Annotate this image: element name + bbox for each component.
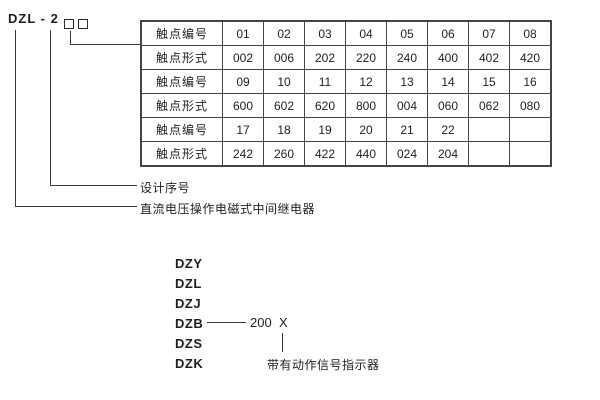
table-cell: 602 bbox=[263, 93, 305, 118]
table-cell: 202 bbox=[304, 45, 346, 70]
table-cell: 440 bbox=[345, 141, 387, 167]
indicator-note-label: 带有动作信号指示器 bbox=[267, 358, 380, 372]
table-cell: 620 bbox=[304, 93, 346, 118]
leader-line-contact-horizontal bbox=[70, 44, 140, 45]
table-cell: 16 bbox=[509, 69, 552, 94]
leader-line-relay-vertical bbox=[15, 30, 16, 207]
table-cell: 004 bbox=[386, 93, 428, 118]
leader-line-design-vertical bbox=[50, 30, 51, 186]
model-digit-box bbox=[64, 19, 74, 29]
series-item-dzs: DZS bbox=[175, 336, 203, 351]
table-cell: 400 bbox=[427, 45, 469, 70]
model-digit-boxes bbox=[64, 19, 88, 29]
table-cell: 18 bbox=[263, 117, 305, 142]
model-code-text: DZL - 2 bbox=[8, 11, 59, 26]
table-cell: 600 bbox=[222, 93, 264, 118]
leader-line-relay-horizontal bbox=[15, 206, 137, 207]
table-cell: 02 bbox=[263, 20, 305, 46]
table-cell: 002 bbox=[222, 45, 264, 70]
table-cell: 062 bbox=[468, 93, 510, 118]
table-cell: 03 bbox=[304, 20, 346, 46]
table-cell: 22 bbox=[427, 117, 469, 142]
table-row: 触点编号 09 10 11 12 13 14 15 16 bbox=[140, 69, 552, 94]
series-item-dzj: DZJ bbox=[175, 296, 202, 311]
row-header-cell: 触点形式 bbox=[140, 141, 223, 167]
row-header-cell: 触点形式 bbox=[140, 93, 223, 118]
series-item-dzy: DZY bbox=[175, 256, 203, 271]
table-cell: 19 bbox=[304, 117, 346, 142]
table-cell: 422 bbox=[304, 141, 346, 167]
table-cell: 08 bbox=[509, 20, 552, 46]
table-cell bbox=[509, 141, 552, 167]
series-item-dzk: DZK bbox=[175, 356, 204, 371]
table-cell bbox=[509, 117, 552, 142]
design-serial-label: 设计序号 bbox=[140, 181, 191, 195]
table-row: 触点编号 17 18 19 20 21 22 bbox=[140, 117, 552, 142]
table-cell: 11 bbox=[304, 69, 346, 94]
table-cell: 080 bbox=[509, 93, 552, 118]
table-cell: 260 bbox=[263, 141, 305, 167]
suffix-letter: X bbox=[279, 315, 288, 330]
series-item-dzl: DZL bbox=[175, 276, 202, 291]
contact-table-body: 触点编号 01 02 03 04 05 06 07 08 触点形式 002 006 202 220 240 4… bbox=[140, 20, 552, 167]
table-cell: 07 bbox=[468, 20, 510, 46]
row-header-cell: 触点形式 bbox=[140, 45, 223, 70]
table-cell: 240 bbox=[386, 45, 428, 70]
table-cell: 402 bbox=[468, 45, 510, 70]
leader-line-contact-vertical bbox=[70, 31, 71, 45]
table-cell: 01 bbox=[222, 20, 264, 46]
table-cell: 17 bbox=[222, 117, 264, 142]
table-cell: 09 bbox=[222, 69, 264, 94]
table-cell: 800 bbox=[345, 93, 387, 118]
series-item-dzb: DZB bbox=[175, 316, 204, 331]
table-cell: 242 bbox=[222, 141, 264, 167]
table-cell: 024 bbox=[386, 141, 428, 167]
row-header-cell: 触点编号 bbox=[140, 20, 223, 46]
leader-line-design-horizontal bbox=[50, 185, 137, 186]
table-cell: 04 bbox=[345, 20, 387, 46]
table-cell bbox=[468, 141, 510, 167]
table-cell: 14 bbox=[427, 69, 469, 94]
table-cell: 060 bbox=[427, 93, 469, 118]
series-prefix-list: DZY DZL DZJ DZB DZS DZK bbox=[175, 254, 203, 374]
table-cell bbox=[468, 117, 510, 142]
table-cell: 420 bbox=[509, 45, 552, 70]
table-cell: 21 bbox=[386, 117, 428, 142]
table-row: 触点形式 002 006 202 220 240 400 402 420 bbox=[140, 45, 552, 70]
table-row: 触点编号 01 02 03 04 05 06 07 08 bbox=[140, 20, 552, 46]
indicator-leader-line bbox=[282, 333, 283, 352]
table-cell: 15 bbox=[468, 69, 510, 94]
table-cell: 006 bbox=[263, 45, 305, 70]
contact-code-table: 触点编号 01 02 03 04 05 06 07 08 触点形式 002 006 202 220 240 4… bbox=[140, 20, 552, 167]
model-digit-box bbox=[78, 19, 88, 29]
table-cell: 10 bbox=[263, 69, 305, 94]
table-row: 触点形式 242 260 422 440 024 204 bbox=[140, 141, 552, 167]
row-header-cell: 触点编号 bbox=[140, 69, 223, 94]
table-cell: 204 bbox=[427, 141, 469, 167]
table-cell: 220 bbox=[345, 45, 387, 70]
table-cell: 12 bbox=[345, 69, 387, 94]
suffix-number: 200 bbox=[250, 315, 272, 330]
table-cell: 13 bbox=[386, 69, 428, 94]
dzb-suffix-connector-line bbox=[207, 322, 246, 323]
table-row: 触点形式 600 602 620 800 004 060 062 080 bbox=[140, 93, 552, 118]
table-cell: 05 bbox=[386, 20, 428, 46]
table-cell: 20 bbox=[345, 117, 387, 142]
table-cell: 06 bbox=[427, 20, 469, 46]
row-header-cell: 触点编号 bbox=[140, 117, 223, 142]
relay-description-label: 直流电压操作电磁式中间继电器 bbox=[140, 202, 316, 216]
